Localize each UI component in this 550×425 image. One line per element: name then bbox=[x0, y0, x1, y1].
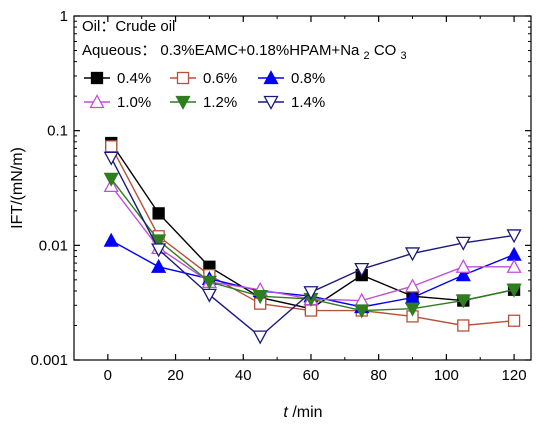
data-point bbox=[455, 236, 471, 251]
aqueous-prefix: Aqueous： bbox=[82, 42, 156, 59]
legend-label: 1.2% bbox=[203, 94, 237, 111]
legend-marker bbox=[263, 70, 279, 85]
legend-label: 0.4% bbox=[117, 70, 151, 87]
data-point bbox=[103, 172, 119, 187]
data-point bbox=[506, 258, 522, 273]
tick-labels: 0 20 40 60 80 100 120 0.001 0.01 0.1 1 bbox=[30, 8, 526, 384]
x-axis-title-var: t bbox=[283, 404, 288, 421]
plot-frame bbox=[73, 15, 532, 361]
x-axis-title-unit: /min bbox=[292, 404, 322, 421]
data-point bbox=[455, 267, 471, 282]
annotation-oil: Oil：Crude oil bbox=[82, 18, 175, 35]
data-point bbox=[105, 140, 118, 153]
series-6 bbox=[103, 151, 522, 345]
data-point bbox=[252, 290, 268, 305]
legend-marker bbox=[175, 95, 191, 110]
data-point bbox=[506, 229, 522, 244]
aqueous-sub1: 2 bbox=[364, 50, 370, 62]
x-tick-label: 0 bbox=[104, 367, 112, 384]
x-tick-label: 40 bbox=[235, 367, 252, 384]
data-point bbox=[103, 151, 119, 166]
legend-label: 0.6% bbox=[203, 70, 237, 87]
data-point bbox=[151, 234, 167, 249]
legend-item: 0.8% bbox=[258, 70, 325, 87]
data-point bbox=[152, 207, 165, 220]
legend: 0.4% 0.6% 0.8% 1.0% 1.2% 1.4% bbox=[84, 70, 325, 111]
legend-label: 1.4% bbox=[291, 94, 325, 111]
legend-item: 1.2% bbox=[170, 94, 237, 111]
legend-item: 0.4% bbox=[84, 70, 151, 87]
data-point bbox=[151, 243, 167, 258]
axis-ticks bbox=[74, 15, 531, 361]
data-point bbox=[404, 247, 421, 262]
y-tick-label: 0.1 bbox=[47, 123, 68, 140]
aqueous-mid: CO bbox=[374, 42, 397, 59]
x-axis-title: t /min bbox=[283, 404, 322, 421]
data-point bbox=[404, 278, 421, 293]
data-point bbox=[201, 288, 217, 303]
data-point bbox=[303, 286, 319, 301]
data-point bbox=[201, 275, 217, 290]
data-point bbox=[506, 283, 522, 298]
data-point bbox=[455, 258, 471, 273]
data-point bbox=[354, 262, 370, 278]
legend-marker bbox=[176, 71, 190, 85]
legend-marker bbox=[89, 94, 105, 109]
y-tick-label: 0.01 bbox=[39, 237, 68, 254]
legend-item: 1.4% bbox=[258, 94, 325, 111]
data-point bbox=[103, 232, 119, 247]
data-point bbox=[404, 302, 421, 317]
legend-marker bbox=[90, 71, 104, 85]
x-tick-label: 20 bbox=[167, 367, 184, 384]
x-tick-label: 60 bbox=[303, 367, 320, 384]
data-point bbox=[506, 246, 522, 261]
x-tick-label: 120 bbox=[502, 367, 527, 384]
y-tick-label: 1 bbox=[60, 8, 68, 25]
legend-label: 0.8% bbox=[291, 70, 325, 87]
y-axis-title: IFT/(mN/m) bbox=[9, 147, 26, 229]
legend-marker bbox=[263, 95, 279, 110]
x-tick-label: 100 bbox=[434, 367, 459, 384]
data-point bbox=[507, 314, 521, 327]
legend-item: 0.6% bbox=[170, 70, 237, 87]
data-point bbox=[252, 330, 268, 345]
aqueous-sub2: 3 bbox=[401, 50, 407, 62]
data-point bbox=[151, 258, 167, 273]
y-tick-label: 0.001 bbox=[30, 352, 68, 369]
annotation-aqueous: Aqueous： 0.3%EAMC+0.18%HPAM+Na 2 CO 3 bbox=[82, 42, 407, 63]
data-point bbox=[455, 294, 471, 309]
aqueous-formula: 0.3%EAMC+0.18%HPAM+Na bbox=[160, 42, 360, 59]
series-layer bbox=[103, 136, 522, 345]
data-point bbox=[457, 319, 470, 332]
legend-label: 1.0% bbox=[117, 94, 151, 111]
data-point bbox=[354, 304, 370, 319]
legend-item: 1.0% bbox=[84, 94, 151, 111]
x-tick-label: 80 bbox=[370, 367, 387, 384]
series-line bbox=[110, 142, 515, 310]
series-line bbox=[110, 185, 515, 302]
